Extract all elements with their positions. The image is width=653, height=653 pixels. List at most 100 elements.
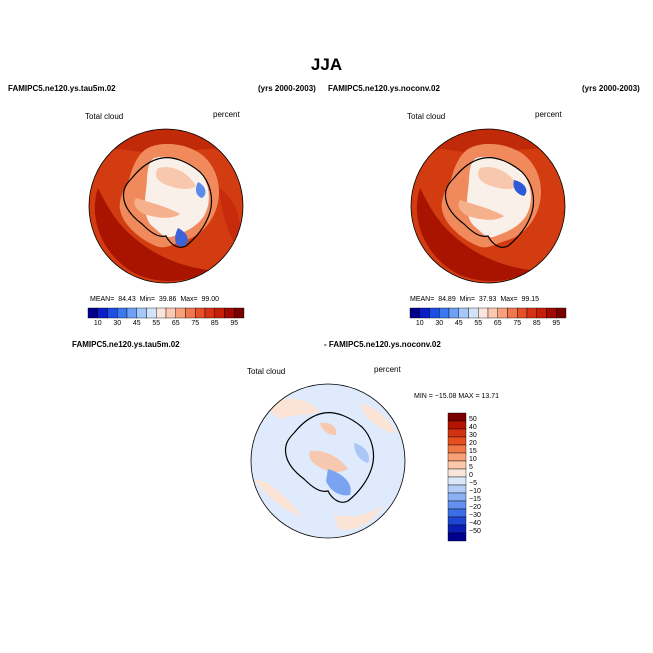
- panel1-colorbar-swatch: [224, 307, 235, 319]
- panel1-colorbar: [87, 307, 245, 319]
- diff-case-b: - FAMIPC5.ne120.ys.noconv.02: [324, 340, 441, 349]
- panel1-coastline: [122, 157, 213, 248]
- diff-colorbar-swatch: [447, 516, 467, 526]
- diff-colorbar-tick-label: −10: [469, 488, 481, 495]
- diff-colorbar-tick-label: 30: [469, 432, 477, 439]
- diff-colorbar-tick-label: −50: [469, 528, 481, 535]
- panel2-colorbar-swatch: [478, 307, 489, 319]
- diff-colorbar-swatch: [447, 428, 467, 438]
- diff-colorbar-tick-label: 5: [469, 464, 473, 471]
- diff-colorbar-tick-label: 40: [469, 424, 477, 431]
- diff-units: percent: [374, 365, 401, 374]
- panel1-colorbar-swatch: [117, 307, 128, 319]
- panel1-colorbar-swatch: [195, 307, 206, 319]
- panel1-colorbar-swatch: [234, 307, 245, 319]
- panel2-colorbar-swatch: [458, 307, 469, 319]
- panel2-colorbar-tick-label: 85: [532, 320, 541, 327]
- panel2-coastline: [444, 157, 535, 248]
- panel2-variable: Total cloud: [407, 112, 446, 121]
- panel1-colorbar-tick-label: 45: [132, 320, 141, 327]
- panel1-units: percent: [213, 110, 240, 119]
- panel1-colorbar-swatch: [126, 307, 137, 319]
- panel2-colorbar-swatch: [536, 307, 547, 319]
- panel1-colorbar-swatch: [146, 307, 157, 319]
- diff-colorbar-tick-label: 10: [469, 456, 477, 463]
- diff-polar-map: [250, 383, 406, 539]
- diff-colorbar-swatch: [447, 444, 467, 454]
- diff-colorbar-swatch: [447, 484, 467, 494]
- diff-colorbar-swatch: [447, 468, 467, 478]
- panel1-variable: Total cloud: [85, 112, 124, 121]
- diff-colorbar-swatch: [447, 476, 467, 486]
- diff-colorbar-swatch: [447, 524, 467, 534]
- diff-colorbar: [447, 412, 467, 542]
- diff-colorbar-tick-label: 0: [469, 472, 473, 479]
- panel2-colorbar: [409, 307, 567, 319]
- diff-colorbar-tick-label: 50: [469, 416, 477, 423]
- panel1-colorbar-swatch: [97, 307, 108, 319]
- panel2-colorbar-tick-label: 30: [435, 320, 444, 327]
- diff-colorbar-tick-label: 15: [469, 448, 477, 455]
- diff-colorbar-tick-label: −30: [469, 512, 481, 519]
- diff-colorbar-tick-label: −5: [469, 480, 477, 487]
- diff-colorbar-swatch: [447, 508, 467, 518]
- diff-colorbar-tick-label: −20: [469, 504, 481, 511]
- panel2-colorbar-tick-label: 10: [415, 320, 424, 327]
- diff-colorbar-swatch: [447, 420, 467, 430]
- panel1-colorbar-swatch: [87, 307, 98, 319]
- panel2-colorbar-swatch: [526, 307, 537, 319]
- panel1-colorbar-swatch: [156, 307, 167, 319]
- panel1-colorbar-swatch: [204, 307, 215, 319]
- panel1-years: (yrs 2000-2003): [258, 84, 316, 93]
- panel1-colorbar-tick-label: 95: [230, 320, 239, 327]
- panel1-colorbar-swatch: [185, 307, 196, 319]
- panel2-colorbar-swatch: [429, 307, 440, 319]
- panel1-colorbar-swatch: [175, 307, 186, 319]
- panel2-case-name: FAMIPC5.ne120.ys.noconv.02: [328, 84, 440, 93]
- panel2-colorbar-swatch: [507, 307, 518, 319]
- panel2-colorbar-swatch: [546, 307, 557, 319]
- panel1-colorbar-tick-label: 10: [93, 320, 102, 327]
- diff-colorbar-swatch: [447, 436, 467, 446]
- panel2-colorbar-swatch: [448, 307, 459, 319]
- panel2-colorbar-swatch: [419, 307, 430, 319]
- diff-variable: Total cloud: [247, 367, 286, 376]
- diff-colorbar-tick-label: −15: [469, 496, 481, 503]
- diff-colorbar-swatch: [447, 452, 467, 462]
- diff-colorbar-swatch: [447, 412, 467, 422]
- panel1-case-name: FAMIPC5.ne120.ys.tau5m.02: [8, 84, 116, 93]
- panel2-colorbar-tick-label: 95: [552, 320, 561, 327]
- panel2-colorbar-swatch: [517, 307, 528, 319]
- panel2-colorbar-swatch: [409, 307, 420, 319]
- panel2-colorbar-swatch: [439, 307, 450, 319]
- panel2-stats: MEAN= 84.89 Min= 37.93 Max= 99.15: [410, 296, 540, 303]
- panel1-colorbar-swatch: [165, 307, 176, 319]
- panel1-colorbar-tick-label: 65: [171, 320, 180, 327]
- diff-colorbar-tick-label: −40: [469, 520, 481, 527]
- diff-colorbar-swatch: [447, 492, 467, 502]
- panel1-colorbar-tick-label: 85: [210, 320, 219, 327]
- diff-colorbar-tick-label: 20: [469, 440, 477, 447]
- panel2-units: percent: [535, 110, 562, 119]
- panel1-colorbar-tick-label: 75: [191, 320, 200, 327]
- panel2-colorbar-swatch: [497, 307, 508, 319]
- panel2-colorbar-tick-label: 65: [493, 320, 502, 327]
- diff-coastline: [284, 412, 375, 503]
- panel1-colorbar-tick-label: 55: [152, 320, 161, 327]
- panel2-polar-map: [410, 128, 566, 284]
- diff-colorbar-swatch: [447, 500, 467, 510]
- diff-minmax: MIN = −15.08 MAX = 13.71: [414, 393, 500, 400]
- panel2-colorbar-swatch: [556, 307, 567, 319]
- panel1-colorbar-swatch: [107, 307, 118, 319]
- panel2-colorbar-tick-label: 45: [454, 320, 463, 327]
- diff-colorbar-swatch: [447, 460, 467, 470]
- panel2-years: (yrs 2000-2003): [582, 84, 640, 93]
- diff-case-a: FAMIPC5.ne120.ys.tau5m.02: [72, 340, 180, 349]
- panel1-colorbar-tick-label: 30: [113, 320, 122, 327]
- panel1-stats: MEAN= 84.43 Min= 39.86 Max= 99.00: [90, 296, 220, 303]
- panel1-colorbar-swatch: [136, 307, 147, 319]
- panel2-colorbar-tick-label: 55: [474, 320, 483, 327]
- panel2-colorbar-swatch: [487, 307, 498, 319]
- page-title: JJA: [310, 55, 343, 74]
- panel2-colorbar-swatch: [468, 307, 479, 319]
